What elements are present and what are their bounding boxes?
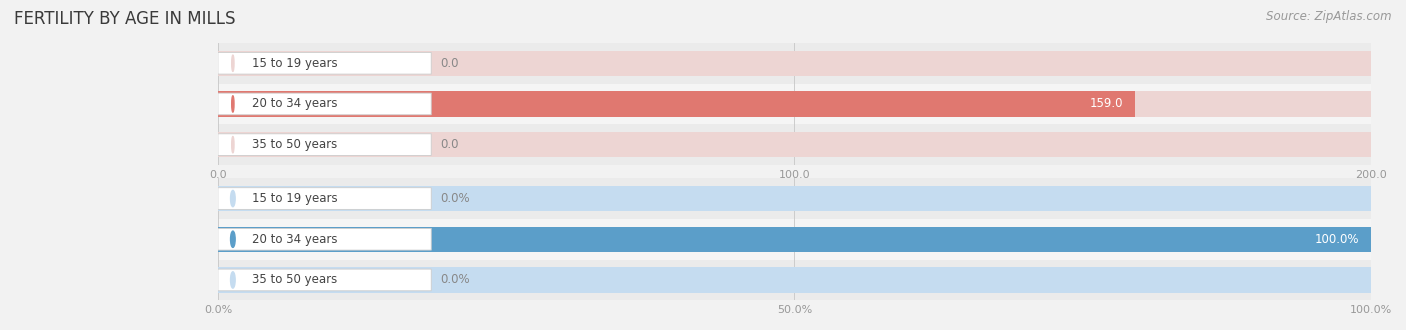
Circle shape bbox=[232, 137, 233, 153]
FancyBboxPatch shape bbox=[218, 52, 432, 74]
Text: 0.0: 0.0 bbox=[440, 57, 458, 70]
Text: 20 to 34 years: 20 to 34 years bbox=[252, 233, 337, 246]
FancyBboxPatch shape bbox=[218, 93, 432, 115]
FancyBboxPatch shape bbox=[218, 134, 432, 155]
Circle shape bbox=[231, 272, 235, 288]
Bar bbox=[218, 219, 1371, 260]
Bar bbox=[218, 83, 1371, 124]
Text: 0.0%: 0.0% bbox=[440, 192, 470, 205]
Bar bbox=[218, 178, 1371, 219]
Text: 15 to 19 years: 15 to 19 years bbox=[252, 192, 337, 205]
Text: 0.0: 0.0 bbox=[440, 138, 458, 151]
Bar bbox=[218, 43, 1371, 83]
Bar bbox=[218, 132, 1371, 157]
Text: 100.0%: 100.0% bbox=[1315, 233, 1360, 246]
Text: 15 to 19 years: 15 to 19 years bbox=[252, 57, 337, 70]
Text: 20 to 34 years: 20 to 34 years bbox=[252, 97, 337, 111]
Bar bbox=[218, 50, 1371, 76]
FancyBboxPatch shape bbox=[218, 228, 432, 250]
Text: 35 to 50 years: 35 to 50 years bbox=[252, 138, 337, 151]
Bar bbox=[218, 227, 1371, 252]
Text: 35 to 50 years: 35 to 50 years bbox=[252, 274, 337, 286]
Bar bbox=[218, 260, 1371, 300]
Circle shape bbox=[232, 55, 233, 71]
Bar bbox=[218, 227, 1371, 252]
Bar bbox=[218, 267, 1371, 293]
Text: FERTILITY BY AGE IN MILLS: FERTILITY BY AGE IN MILLS bbox=[14, 10, 236, 28]
Bar bbox=[218, 91, 1135, 116]
Bar bbox=[218, 186, 1371, 211]
Bar bbox=[218, 91, 1371, 116]
FancyBboxPatch shape bbox=[218, 269, 432, 291]
Bar bbox=[218, 124, 1371, 165]
Text: 159.0: 159.0 bbox=[1090, 97, 1123, 111]
Circle shape bbox=[232, 96, 233, 112]
Text: Source: ZipAtlas.com: Source: ZipAtlas.com bbox=[1267, 10, 1392, 23]
Circle shape bbox=[231, 231, 235, 248]
FancyBboxPatch shape bbox=[218, 188, 432, 210]
Circle shape bbox=[231, 190, 235, 207]
Text: 0.0%: 0.0% bbox=[440, 274, 470, 286]
